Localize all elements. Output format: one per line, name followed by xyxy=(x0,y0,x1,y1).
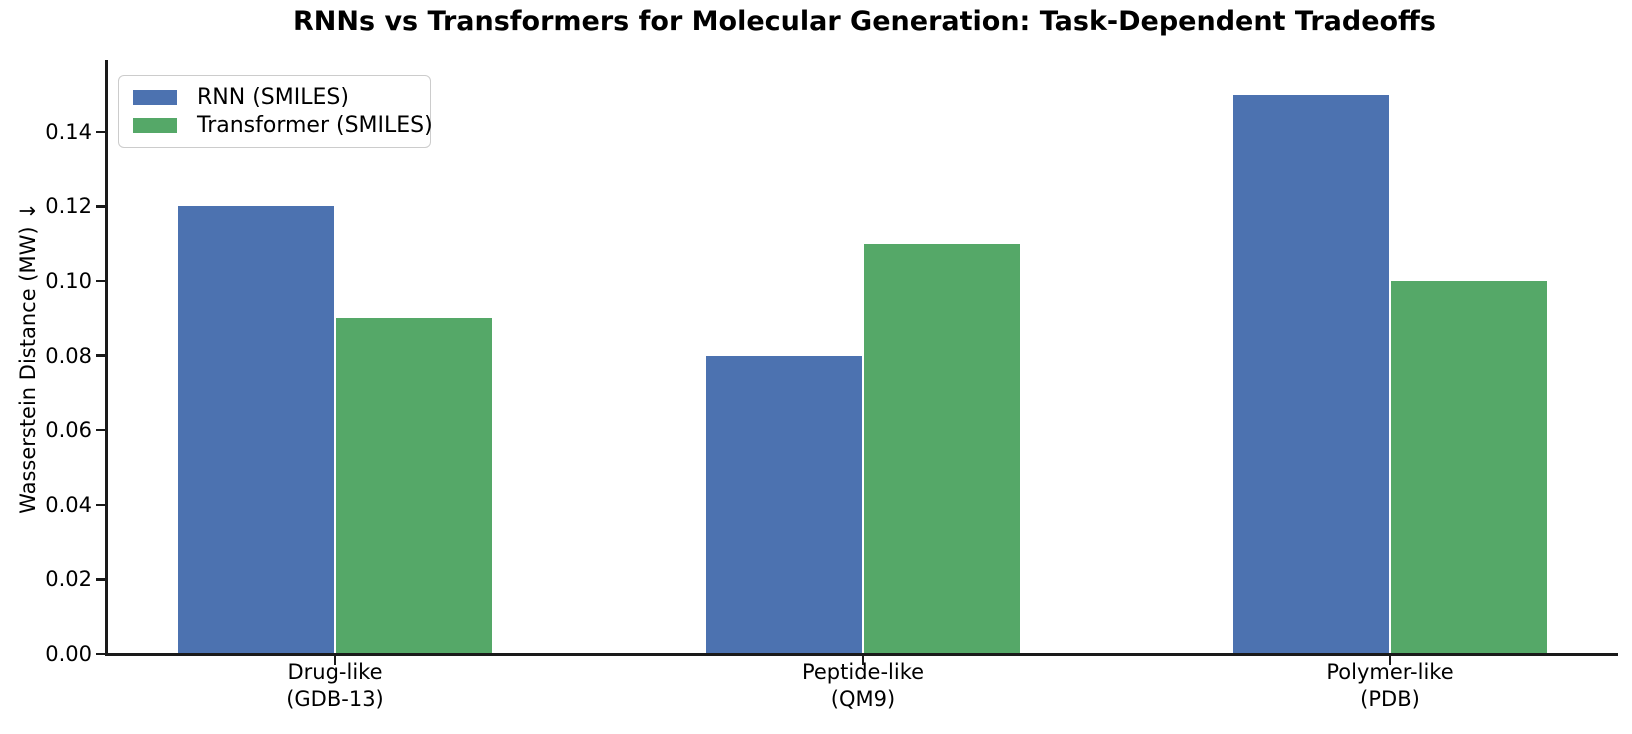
legend-item-transformer: Transformer (SMILES) xyxy=(133,112,433,140)
bar-transformer-smiles-peptide-like xyxy=(864,243,1020,654)
y-tick-0.10 xyxy=(96,279,106,283)
y-tick-0.08 xyxy=(96,354,106,357)
x-tick-label-drug-like: Drug-like (GDB-13) xyxy=(135,659,535,713)
y-tick-label-0.04: 0.04 xyxy=(45,492,92,517)
legend-label-transformer: Transformer (SMILES) xyxy=(197,113,433,139)
y-tick-label-0.06: 0.06 xyxy=(45,418,92,443)
chart-title: RNNs vs Transformers for Molecular Gener… xyxy=(293,6,1436,37)
legend-item-rnn: RNN (SMILES) xyxy=(133,83,416,111)
y-axis-spine xyxy=(105,60,108,656)
category-dataset: (GDB-13) xyxy=(286,687,384,711)
y-tick-label-0.02: 0.02 xyxy=(45,567,92,592)
y-tick-0.00 xyxy=(96,652,106,656)
y-tick-label-0.12: 0.12 xyxy=(45,194,92,219)
y-tick-0.14 xyxy=(96,130,106,134)
bar-rnn-smiles-drug-like xyxy=(178,206,334,654)
y-tick-0.12 xyxy=(96,205,106,208)
bar-transformer-smiles-drug-like xyxy=(336,318,492,654)
legend: RNN (SMILES) Transformer (SMILES) xyxy=(118,75,433,148)
bar-transformer-smiles-polymer-like xyxy=(1391,281,1547,654)
x-tick-drug-like xyxy=(333,656,337,665)
y-tick-label-0.00: 0.00 xyxy=(45,642,92,666)
y-tick-label-0.08: 0.08 xyxy=(45,343,92,368)
x-axis-spine xyxy=(105,653,1618,656)
y-tick-0.04 xyxy=(96,503,106,507)
y-tick-label-0.14: 0.14 xyxy=(45,119,92,144)
bar-rnn-smiles-polymer-like xyxy=(1233,94,1389,654)
y-tick-0.06 xyxy=(96,428,106,432)
bar-rnn-smiles-peptide-like xyxy=(706,355,862,654)
category-dataset: (PDB) xyxy=(1360,687,1420,711)
y-tick-0.02 xyxy=(96,578,106,581)
y-tick-label-0.10: 0.10 xyxy=(45,269,92,293)
legend-label-rnn: RNN (SMILES) xyxy=(197,84,349,110)
legend-swatch-transformer-icon xyxy=(133,118,177,134)
x-tick-label-polymer-like: Polymer-like (PDB) xyxy=(1190,659,1590,713)
x-tick-polymer-like xyxy=(1388,656,1392,665)
x-tick-peptide-like xyxy=(861,656,865,665)
x-tick-label-peptide-like: Peptide-like (QM9) xyxy=(663,659,1063,713)
category-dataset: (QM9) xyxy=(830,687,896,711)
legend-swatch-rnn-icon xyxy=(133,89,177,105)
